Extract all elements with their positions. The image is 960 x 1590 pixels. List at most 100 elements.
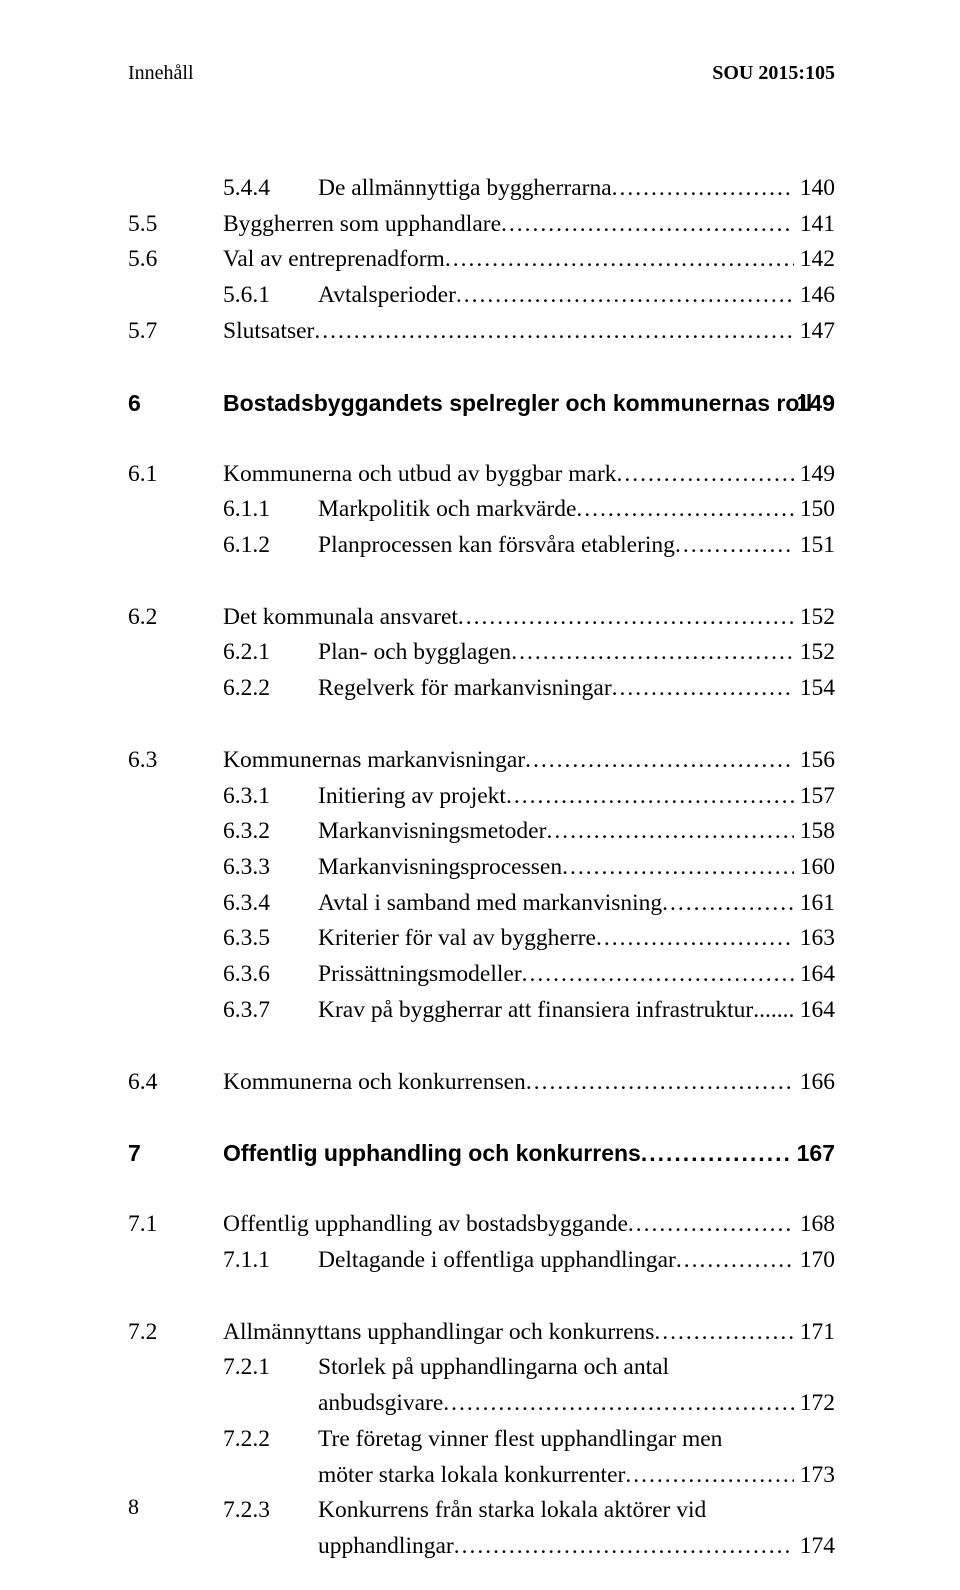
toc-subnumber: 6.3.1 [223,779,318,815]
toc-label: möter starka lokala konkurrenter [318,1458,794,1494]
toc-subnumber: 6.2.2 [223,671,318,707]
toc-subnumber: 6.3.2 [223,814,318,850]
toc-subsection-row: 7.2.1Storlek på upphandlingarna och anta… [128,1350,835,1386]
toc-label-text: Avtalsperioder [318,278,456,314]
toc-subnumber: 6.1.2 [223,528,318,564]
toc-label-text: Kommunernas markanvisningar [223,743,525,779]
toc-section-row: 6.2Det kommunala ansvaret152 [128,600,835,636]
toc-subnumber: 7.2.2 [223,1422,318,1458]
toc-page: 160 [794,850,835,886]
toc-page: 154 [794,671,835,707]
toc-subnumber: 6.3.5 [223,921,318,957]
toc-label: upphandlingar [318,1529,794,1565]
toc-leader [525,743,794,779]
toc-page: 173 [794,1458,835,1494]
toc-leader [628,1207,794,1243]
toc-label-text: Plan- och bygglagen [318,635,511,671]
toc-label-text: Offentlig upphandling av bostadsbyggande [223,1207,628,1243]
toc-label: Bostadsbyggandets spelregler och kommune… [223,386,791,421]
toc-label-text: Markanvisningsmetoder [318,814,546,850]
toc-label-text: Regelverk för markanvisningar [318,671,612,707]
toc-chapter-row: 7Offentlig upphandling och konkurrens167 [128,1136,835,1171]
toc-label: anbudsgivare [318,1386,794,1422]
toc-leader [501,207,794,243]
toc-label: Initiering av projekt [318,779,794,815]
toc-label-text: Allmännyttans upphandlingar och konkurre… [223,1315,654,1351]
toc-label: Kommunerna och utbud av byggbar mark [223,457,794,493]
toc-subnumber: 6.3.6 [223,957,318,993]
toc-subsection-row-continuation: möter starka lokala konkurrenter173 [128,1458,835,1494]
toc-subsection-row: 7.2.2Tre företag vinner flest upphandlin… [128,1422,835,1458]
toc-label: Det kommunala ansvaret [223,600,794,636]
toc-page: 171 [794,1315,835,1351]
toc-subsection-row: 5.6.1Avtalsperioder146 [128,278,835,314]
toc-subsection-row-continuation: upphandlingar 174 [128,1529,835,1565]
toc-leader [562,850,794,886]
toc-leader [314,314,793,350]
toc-label-text: upphandlingar [318,1529,454,1565]
toc-label: Krav på byggherrar att finansiera infras… [318,993,794,1029]
toc-page: 152 [794,635,835,671]
toc-leader [596,921,794,957]
toc-subsection-row: 6.3.4Avtal i samband med markanvisning16… [128,886,835,922]
toc-label-text: Initiering av projekt [318,779,506,815]
toc-leader [753,993,794,1029]
toc-label: Markpolitik och markvärde [318,492,794,528]
toc-label-text: Slutsatser [223,314,314,350]
running-head: Innehåll SOU 2015:105 [128,62,835,85]
toc-section-row: 7.2Allmännyttans upphandlingar och konku… [128,1315,835,1351]
toc-label: Byggherren som upphandlare [223,207,794,243]
toc-page: 163 [794,921,835,957]
toc-number: 6.3 [128,743,223,779]
toc-leader [625,1458,793,1494]
toc-label: Prissättningsmodeller [318,957,794,993]
toc-leader [675,528,794,564]
toc-label-text: Krav på byggherrar att finansiera infras… [318,993,753,1029]
toc-page: 167 [791,1136,835,1171]
toc-subsection-row: 7.2.3Konkurrens från starka lokala aktör… [128,1493,835,1529]
toc-section-row: 5.7Slutsatser 147 [128,314,835,350]
toc-number: 7.2 [128,1315,223,1351]
toc-label-text: Planprocessen kan försvåra etablering [318,528,675,564]
toc-label-text: Tre företag vinner flest upphandlingar m… [318,1422,722,1458]
toc-label: Kriterier för val av byggherre [318,921,794,957]
toc-leader [506,779,794,815]
toc-subnumber: 6.3.3 [223,850,318,886]
toc-label: Kommunernas markanvisningar [223,743,794,779]
toc-subnumber: 7.2.1 [223,1350,318,1386]
toc-number: 5.6 [128,242,223,278]
toc-label-text: Avtal i samband med markanvisning [318,886,662,922]
toc-leader [612,671,794,707]
toc-number: 5.7 [128,314,223,350]
toc-subsection-row: 6.3.3Markanvisningsprocessen 160 [128,850,835,886]
toc-label-text: Kommunerna och konkurrensen [223,1065,526,1101]
toc-page: 140 [794,171,835,207]
toc-page: 174 [794,1529,835,1565]
toc-page: 147 [794,314,835,350]
toc-subsection-row: 6.3.7Krav på byggherrar att finansiera i… [128,993,835,1029]
toc-label: Plan- och bygglagen [318,635,794,671]
toc-leader [456,278,794,314]
toc-page: 142 [794,242,835,278]
toc-subnumber: 7.2.3 [223,1493,318,1529]
toc-label: Storlek på upphandlingarna och antal [318,1350,835,1386]
toc-page: 157 [794,779,835,815]
toc-number: 7.1 [128,1207,223,1243]
toc-page: 151 [794,528,835,564]
toc-label: Markanvisningsmetoder [318,814,794,850]
toc-number: 6.1 [128,457,223,493]
toc-subnumber: 6.3.4 [223,886,318,922]
toc-leader [617,457,794,493]
running-head-right: SOU 2015:105 [712,62,835,85]
toc-number: 6.4 [128,1065,223,1101]
toc-leader [522,957,794,993]
toc-label: Planprocessen kan försvåra etablering [318,528,794,564]
toc-page: 168 [794,1207,835,1243]
toc-label-text: Markanvisningsprocessen [318,850,562,886]
toc-section-row: 5.6Val av entreprenadform142 [128,242,835,278]
toc-label-text: Konkurrens från starka lokala aktörer vi… [318,1493,706,1529]
toc-leader [576,492,793,528]
toc-label: Markanvisningsprocessen [318,850,794,886]
toc-subsection-row: 6.3.2Markanvisningsmetoder158 [128,814,835,850]
running-head-left: Innehåll [128,62,194,85]
